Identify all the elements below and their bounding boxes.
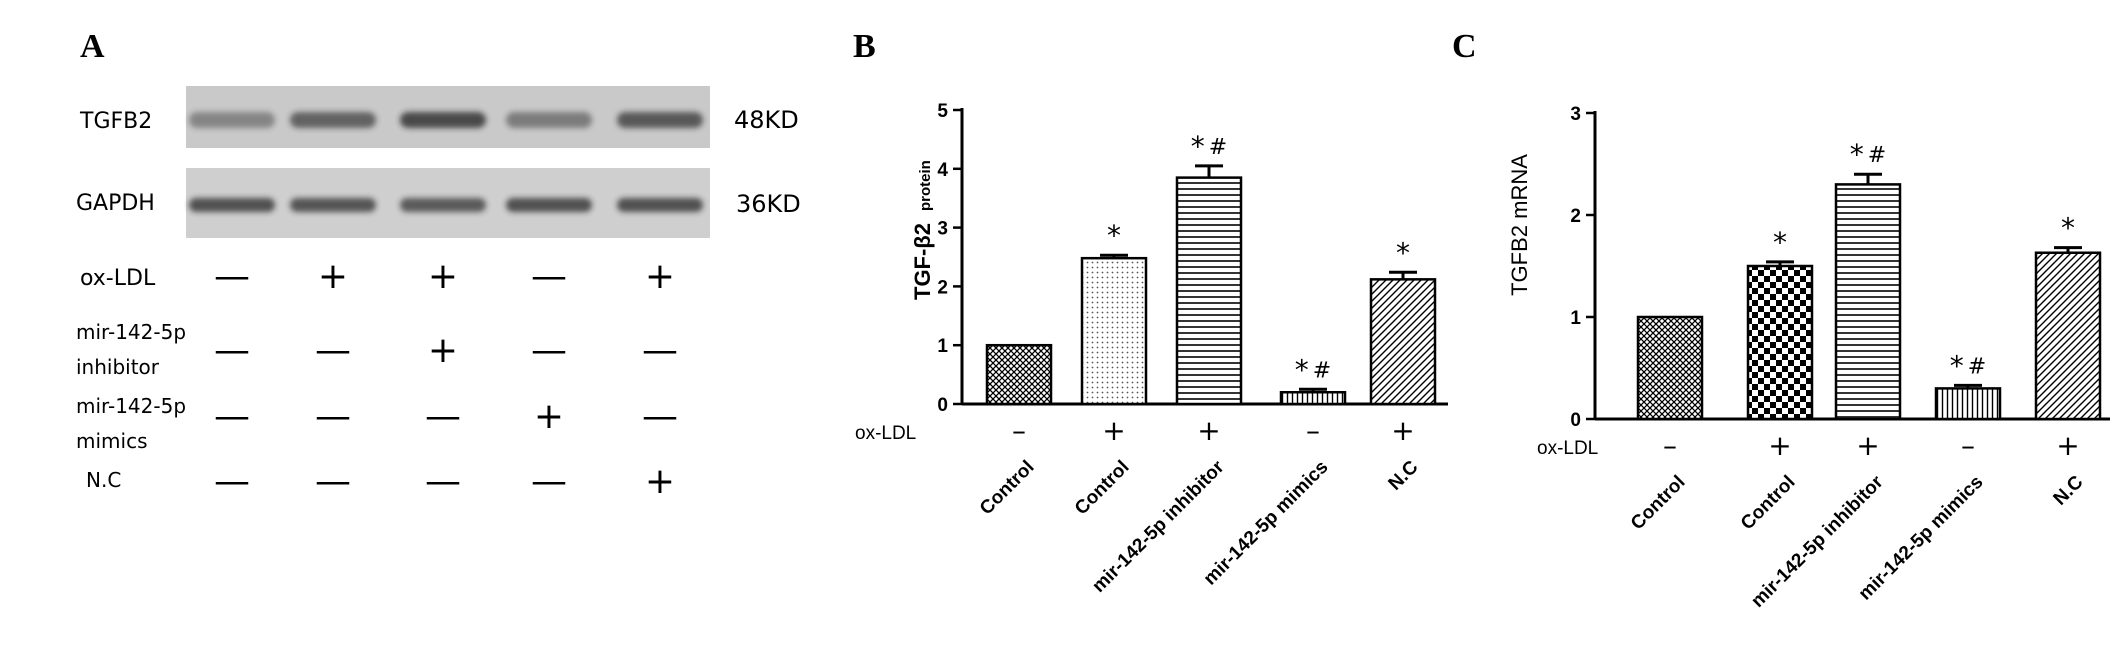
protein-label-gapdh: GAPDH [76,191,155,216]
condition-sign: + [645,256,675,297]
bar [1369,278,1437,406]
condition-sign: — [315,461,351,502]
bar [1636,315,1704,421]
oxldl-sign: + [1856,429,1879,462]
category-label: Control [976,457,1039,520]
category-label: Control [1071,457,1134,520]
chart-b-oxldl-label: ox-LDL [855,423,916,444]
oxldl-sign: + [1768,429,1791,462]
significance-label: * # [1950,349,1986,382]
panel-letter-a: A [80,28,105,65]
y-axis-label-mrna: TGFB2 mRNA [1507,154,1532,296]
y-tick-label: 3 [937,219,948,240]
category-label: Control [1737,472,1800,535]
y-tick-label: 1 [937,336,948,357]
oxldl-sign: – [1012,414,1026,447]
condition-sign: — [425,396,461,437]
condition-label-inhibitor: mir-142-5p [76,320,186,344]
y-tick-label: 2 [1570,206,1581,227]
oxldl-sign: + [2056,429,2079,462]
bar [1934,387,2002,421]
oxldl-sign: – [1306,414,1320,447]
oxldl-sign: + [1391,414,1414,447]
tgfb2-band [506,112,592,128]
condition-sign: — [315,396,351,437]
chart-tgfb2-protein: TGF-β2protein 0 1 2 3 4 5 – Control * + Control * # +… [855,101,1448,597]
gapdh-band [290,198,376,212]
tgfb2-band [290,112,376,128]
band-size-36kd: 36KD [736,190,801,218]
category-label: Control [1627,472,1690,535]
condition-sign: — [214,256,250,297]
oxldl-sign: – [1961,429,1975,462]
y-tick-label: 4 [937,160,948,181]
condition-label-inhibitor-line2: inhibitor [76,355,160,379]
tgfb2-band [400,112,486,128]
y-tick-label: 5 [937,101,948,122]
condition-sign: + [428,330,458,371]
significance-label: * # [1191,130,1227,163]
tgfb2-band [617,112,703,128]
bar [1746,264,1814,421]
condition-sign: — [214,396,250,437]
y-tick-label: 2 [937,277,948,298]
bar [1279,390,1347,406]
condition-sign: — [425,461,461,502]
y-axis-label-protein: TGF-β2protein [910,160,935,300]
condition-label-mimics: mir-142-5p [76,394,186,418]
bar [1080,256,1148,406]
bar [1175,176,1243,406]
oxldl-sign: + [1197,414,1220,447]
gapdh-band [400,198,486,212]
gapdh-band [617,198,703,212]
condition-label-nc: N.C [86,468,121,492]
condition-sign: — [531,330,567,371]
bar [2034,251,2102,421]
significance-label: * [1396,236,1410,269]
significance-label: * [1773,226,1787,259]
condition-sign: + [534,396,564,437]
condition-sign: + [318,256,348,297]
significance-label: * [1107,219,1121,252]
condition-sign: — [642,330,678,371]
western-blot-panel: TGFB2 GAPDH 48KD 36KD ox-LDL mir-142-5p … [76,86,801,502]
chart-c-oxldl-label: ox-LDL [1537,438,1598,459]
tgfb2-band [189,112,275,128]
condition-label-oxldl: ox-LDL [80,266,156,291]
significance-label: * [2061,212,2075,245]
protein-label-tgfb2: TGFB2 [79,109,152,134]
panel-letter-b: B [853,28,876,65]
condition-sign: — [214,461,250,502]
category-label: N.C [2050,471,2088,509]
condition-sign: — [315,330,351,371]
condition-sign: + [645,461,675,502]
bar [1834,183,1902,421]
band-size-48kd: 48KD [734,106,799,134]
condition-label-mimics-line2: mimics [76,429,148,453]
condition-sign: — [531,461,567,502]
condition-sign: — [642,396,678,437]
condition-sign: — [531,256,567,297]
condition-sign: — [214,330,250,371]
significance-label: * # [1850,138,1886,171]
oxldl-sign: + [1102,414,1125,447]
significance-label: * # [1295,353,1331,386]
y-tick-label: 0 [1570,410,1581,431]
panel-letter-c: C [1452,28,1477,65]
y-tick-label: 3 [1570,104,1581,125]
gapdh-band [506,198,592,212]
condition-sign: + [428,256,458,297]
bar [985,343,1053,406]
oxldl-sign: – [1663,429,1677,462]
y-tick-label: 1 [1570,308,1581,329]
category-label: N.C [1385,456,1423,494]
y-tick-label: 0 [937,395,948,416]
gapdh-band [189,198,275,212]
